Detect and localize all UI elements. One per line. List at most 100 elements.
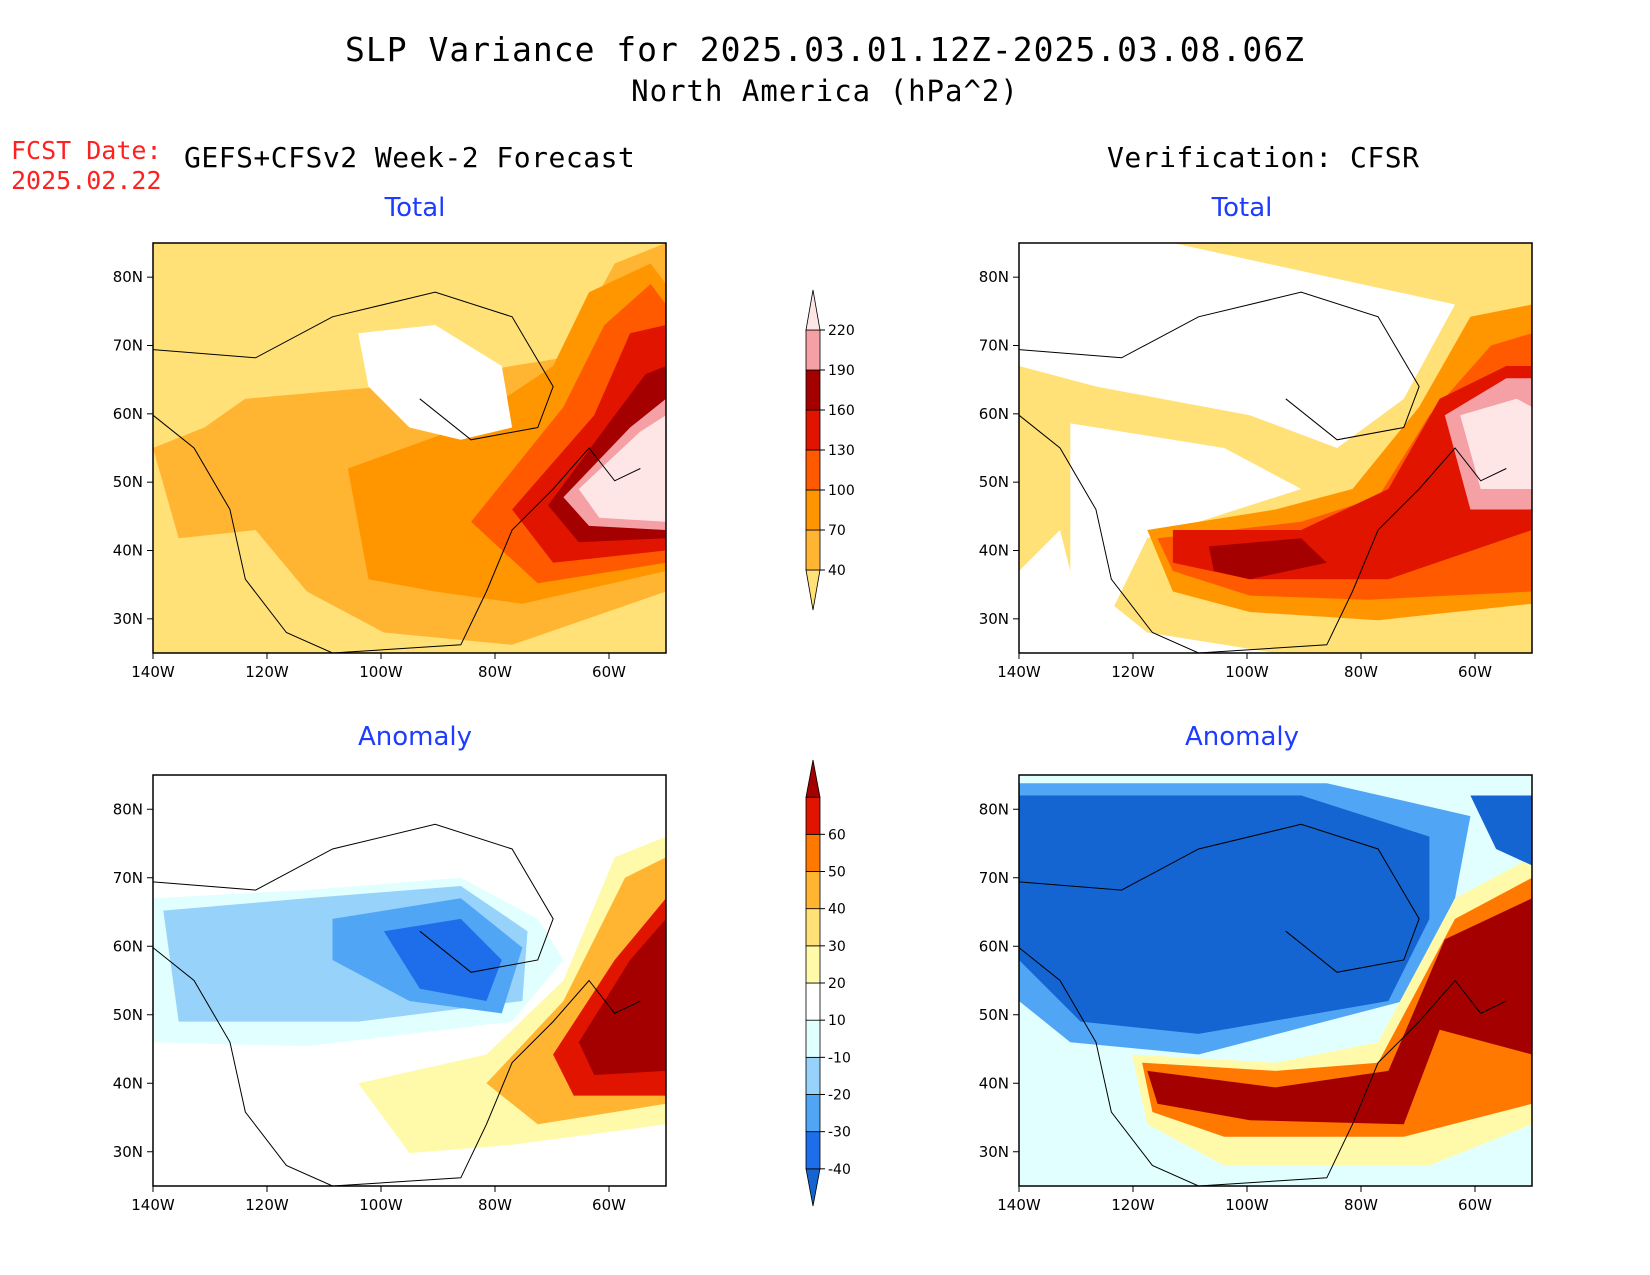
chart-title: SLP Variance for 2025.03.01.12Z-2025.03.… [345, 30, 1305, 69]
lon-tick-label: 80W [1344, 1196, 1378, 1214]
colorbar-swatch [805, 1131, 821, 1170]
coastline [153, 947, 641, 1186]
lat-tick-label: 30N [979, 1143, 1009, 1161]
lat-tick-label: 30N [113, 610, 143, 628]
coastline-north [1019, 291, 1420, 441]
coastline-north [153, 291, 554, 441]
lon-tick-label: 120W [1111, 663, 1155, 681]
lat-tick-label: 70N [979, 337, 1009, 355]
contour-shade-8 [578, 918, 666, 1075]
lon-tick-label: 120W [245, 663, 289, 681]
lat-tick-label: 70N [979, 869, 1009, 887]
lon-tick-label: 80W [478, 663, 512, 681]
colorbar-swatch [805, 945, 821, 984]
lat-tick-label: 50N [113, 1006, 143, 1024]
lon-tick-label: 60W [1458, 663, 1492, 681]
fcst-date-label: FCST Date: [11, 136, 162, 165]
colorbar-anomaly: -40 -30 -20 -10 10 20 30 40 50 60 [805, 759, 851, 1207]
colorbar-label: 70 [828, 523, 846, 539]
colorbar-swatch [805, 982, 821, 1021]
lon-tick-label: 60W [592, 1196, 626, 1214]
colorbar-label: 40 [828, 902, 846, 918]
map-panel-1: 30N 40N 50N 60N 70N 80N 140W 120W 100W 80W 60W [113, 242, 667, 681]
lat-tick-label: 80N [979, 800, 1009, 818]
lat-tick-label: 30N [113, 1143, 143, 1161]
contour-shade-7 [578, 415, 666, 522]
lon-tick-label: 120W [1111, 1196, 1155, 1214]
lat-tick-label: 50N [113, 473, 143, 491]
contour-shade-5 [1172, 366, 1532, 580]
panel-title-verification-anomaly: Anomaly [1184, 722, 1300, 752]
contour-field [1019, 243, 1532, 653]
colorbar-swatch [805, 871, 821, 910]
contour-shade-6 [1208, 538, 1327, 580]
chart-subtitle: North America (hPa^2) [631, 74, 1019, 108]
colorbar-label: 60 [828, 827, 846, 843]
colorbar-swatch [805, 409, 821, 451]
contour-shade-8 [358, 325, 513, 440]
colorbar-label: 220 [828, 323, 855, 339]
map-panel-2: 30N 40N 50N 60N 70N 80N 140W 120W 100W 80W 60W [979, 242, 1533, 681]
colorbar-label: 30 [828, 939, 846, 955]
contour-shade-4 [1142, 877, 1532, 1137]
contour-field [153, 243, 666, 653]
colorbar-label: 160 [828, 403, 855, 419]
lon-tick-label: 120W [245, 1196, 289, 1214]
lon-tick-label: 80W [478, 1196, 512, 1214]
coastline [153, 414, 641, 653]
lon-tick-label: 100W [359, 1196, 403, 1214]
lon-tick-label: 140W [131, 1196, 175, 1214]
colorbar-label: 190 [828, 363, 855, 379]
lat-tick-label: 70N [113, 869, 143, 887]
colorbar-label: -30 [828, 1125, 851, 1141]
colorbar-label: 10 [828, 1013, 846, 1029]
coastline-north [153, 823, 554, 973]
lat-tick-label: 70N [113, 337, 143, 355]
colorbar-swatch [805, 1094, 821, 1133]
contour-field [153, 775, 666, 1186]
contour-shade-2 [1070, 423, 1302, 612]
map-panel-3: 30N 40N 50N 60N 70N 80N 140W 120W 100W 80W 60W [113, 774, 667, 1214]
lat-tick-label: 40N [979, 542, 1009, 560]
colorbar-swatch [805, 796, 821, 835]
colorbar-label: 50 [828, 865, 846, 881]
lon-tick-label: 140W [997, 663, 1041, 681]
lat-tick-label: 40N [113, 1074, 143, 1092]
map-panel-4: 30N 40N 50N 60N 70N 80N 140W 120W 100W 80W 60W [979, 774, 1533, 1214]
contour-shade-8 [1460, 398, 1532, 489]
colorbar-swatch [805, 1019, 821, 1058]
lat-tick-label: 80N [113, 800, 143, 818]
colorbar-swatch [805, 289, 821, 331]
map-frame [1018, 774, 1533, 1187]
colorbar-swatch [805, 489, 821, 531]
lat-tick-label: 80N [979, 268, 1009, 286]
contour-field [1019, 775, 1532, 1186]
lat-tick-label: 80N [113, 268, 143, 286]
verification-header: Verification: CFSR [1107, 141, 1420, 174]
panel-title-forecast-anomaly: Anomaly [357, 722, 473, 752]
colorbar-swatch [805, 833, 821, 872]
colorbar-label: 40 [828, 563, 846, 579]
lat-tick-label: 50N [979, 473, 1009, 491]
coastline [1019, 947, 1507, 1186]
lat-tick-label: 50N [979, 1006, 1009, 1024]
lat-tick-label: 60N [113, 405, 143, 423]
contour-shade-6 [1470, 795, 1532, 866]
panel-title-verification-total: Total [1211, 193, 1273, 223]
map-frame [1018, 242, 1533, 654]
colorbar-label: -20 [828, 1088, 851, 1104]
lon-tick-label: 60W [1458, 1196, 1492, 1214]
colorbar-swatch [805, 449, 821, 491]
colorbar-label: -10 [828, 1050, 851, 1066]
lon-tick-label: 140W [131, 663, 175, 681]
colorbar-swatch [805, 329, 821, 371]
lat-tick-label: 60N [979, 937, 1009, 955]
lon-tick-label: 100W [1225, 1196, 1269, 1214]
contour-shade-2 [1019, 795, 1430, 1034]
coastline-north [1019, 823, 1420, 973]
lat-tick-label: 60N [113, 937, 143, 955]
colorbar-swatch [805, 1168, 821, 1207]
colorbar-total: 40 70 100 130 160 190 220 [805, 289, 855, 611]
colorbar-swatch [805, 759, 821, 798]
map-frame [152, 774, 667, 1187]
